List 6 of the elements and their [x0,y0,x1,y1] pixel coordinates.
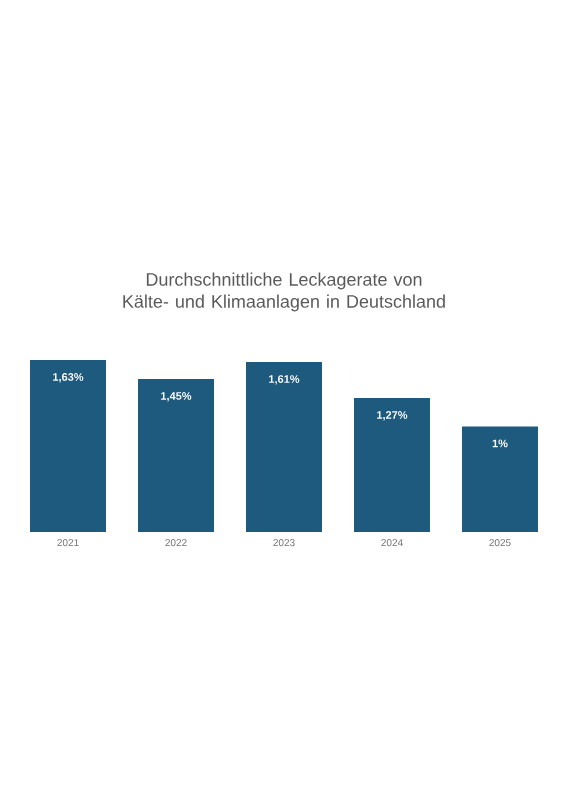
chart-title: Durchschnittliche Leckagerate von Kälte- und Klimaanlagen in Deutschland [123,272,445,312]
bar [461,426,538,532]
bar [353,397,430,532]
bar [30,360,106,532]
bar [137,378,214,532]
bar [245,362,322,532]
